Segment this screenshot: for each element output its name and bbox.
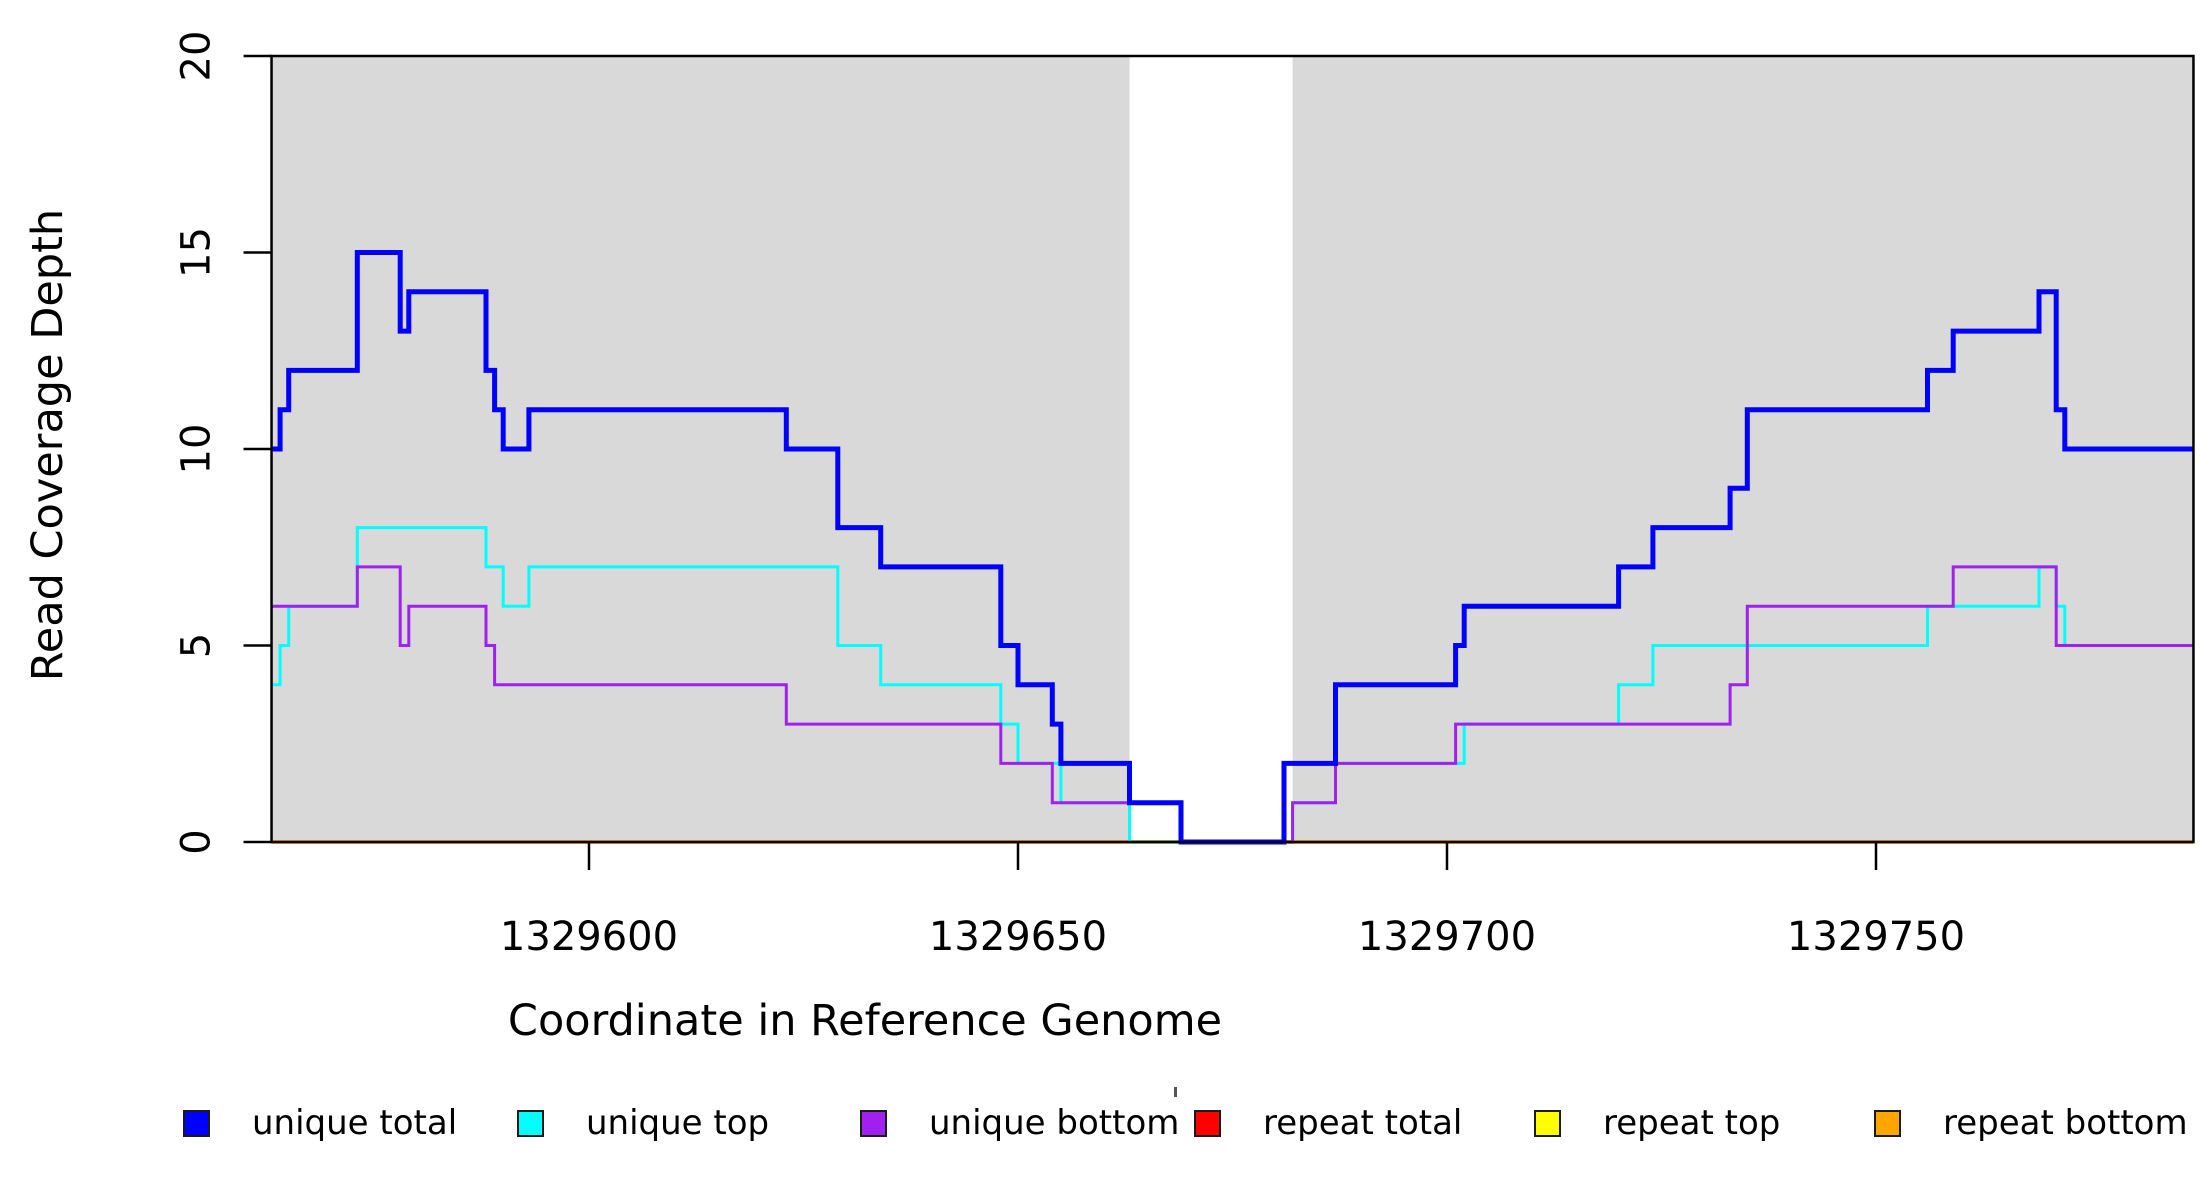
legend-swatch-icon (1534, 1109, 1561, 1137)
y-tick-label: 20 (174, 31, 220, 82)
x-tick-label: 1329650 (929, 914, 1107, 960)
legend-label: unique top (586, 1103, 770, 1143)
legend-swatch-icon (1194, 1109, 1221, 1137)
shaded-regions (271, 56, 2194, 842)
legend-label: repeat top (1603, 1103, 1781, 1143)
step-line-unique-total (271, 250, 2194, 845)
step-line-unique-bottom (271, 565, 2194, 844)
y-tick-label: 15 (174, 227, 220, 278)
y-axis-title: Read Coverage Depth (23, 209, 73, 681)
legend-swatch-icon (517, 1109, 544, 1137)
legend-entry-unique-bottom: unique bottom (860, 1096, 1179, 1150)
y-tick-label: 10 (174, 424, 220, 475)
legend-label: repeat bottom (1943, 1103, 2188, 1143)
x-tick-label: 1329750 (1787, 914, 1965, 960)
stray-mark (1174, 1087, 1177, 1097)
y-tick-label: 5 (174, 633, 220, 658)
x-axis-title: Coordinate in Reference Genome (508, 996, 1222, 1046)
legend-swatch-icon (860, 1109, 887, 1137)
legend-label: unique bottom (929, 1103, 1180, 1143)
legend-label: unique total (252, 1103, 458, 1143)
legend-entry-unique-top: unique top (517, 1096, 769, 1150)
legend-entry-repeat-bottom: repeat bottom (1874, 1096, 2188, 1150)
legend-entry-repeat-top: repeat top (1534, 1096, 1780, 1150)
legend-swatch-icon (183, 1109, 210, 1137)
x-tick-label: 1329700 (1358, 914, 1536, 960)
shaded-region (1292, 56, 2194, 842)
x-tick-label: 1329600 (500, 914, 678, 960)
axes: 1329600 1329650 1329700 1329750 0 5 10 15 20 (174, 31, 2195, 960)
step-line-unique-top (271, 526, 2194, 844)
legend-swatch-icon (1874, 1109, 1901, 1137)
legend-label: repeat total (1263, 1103, 1463, 1143)
y-tick-label: 0 (174, 829, 220, 854)
coverage-chart: 1329600 1329650 1329700 1329750 0 5 10 15 20 Coo… (23, 31, 2195, 1046)
legend-entry-repeat-total: repeat total (1194, 1096, 1462, 1150)
shaded-region (271, 56, 1130, 842)
legend-entry-unique-total: unique total (183, 1096, 457, 1150)
legend: unique total unique top unique bottom repea… (0, 1096, 2200, 1156)
